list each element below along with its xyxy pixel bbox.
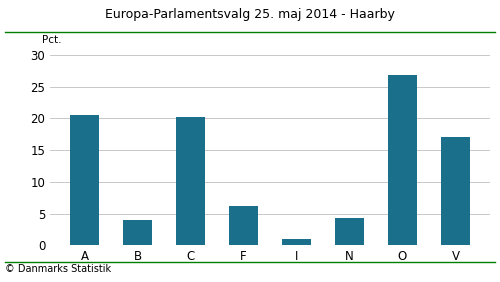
Bar xyxy=(388,75,417,245)
Bar xyxy=(70,115,99,245)
Bar xyxy=(123,220,152,245)
Bar xyxy=(229,206,258,245)
Text: Pct.: Pct. xyxy=(42,36,62,45)
Text: Europa-Parlamentsvalg 25. maj 2014 - Haarby: Europa-Parlamentsvalg 25. maj 2014 - Haa… xyxy=(105,8,395,21)
Bar xyxy=(335,218,364,245)
Bar xyxy=(282,239,311,245)
Bar xyxy=(441,138,470,245)
Bar xyxy=(176,116,205,245)
Text: © Danmarks Statistik: © Danmarks Statistik xyxy=(5,264,111,274)
